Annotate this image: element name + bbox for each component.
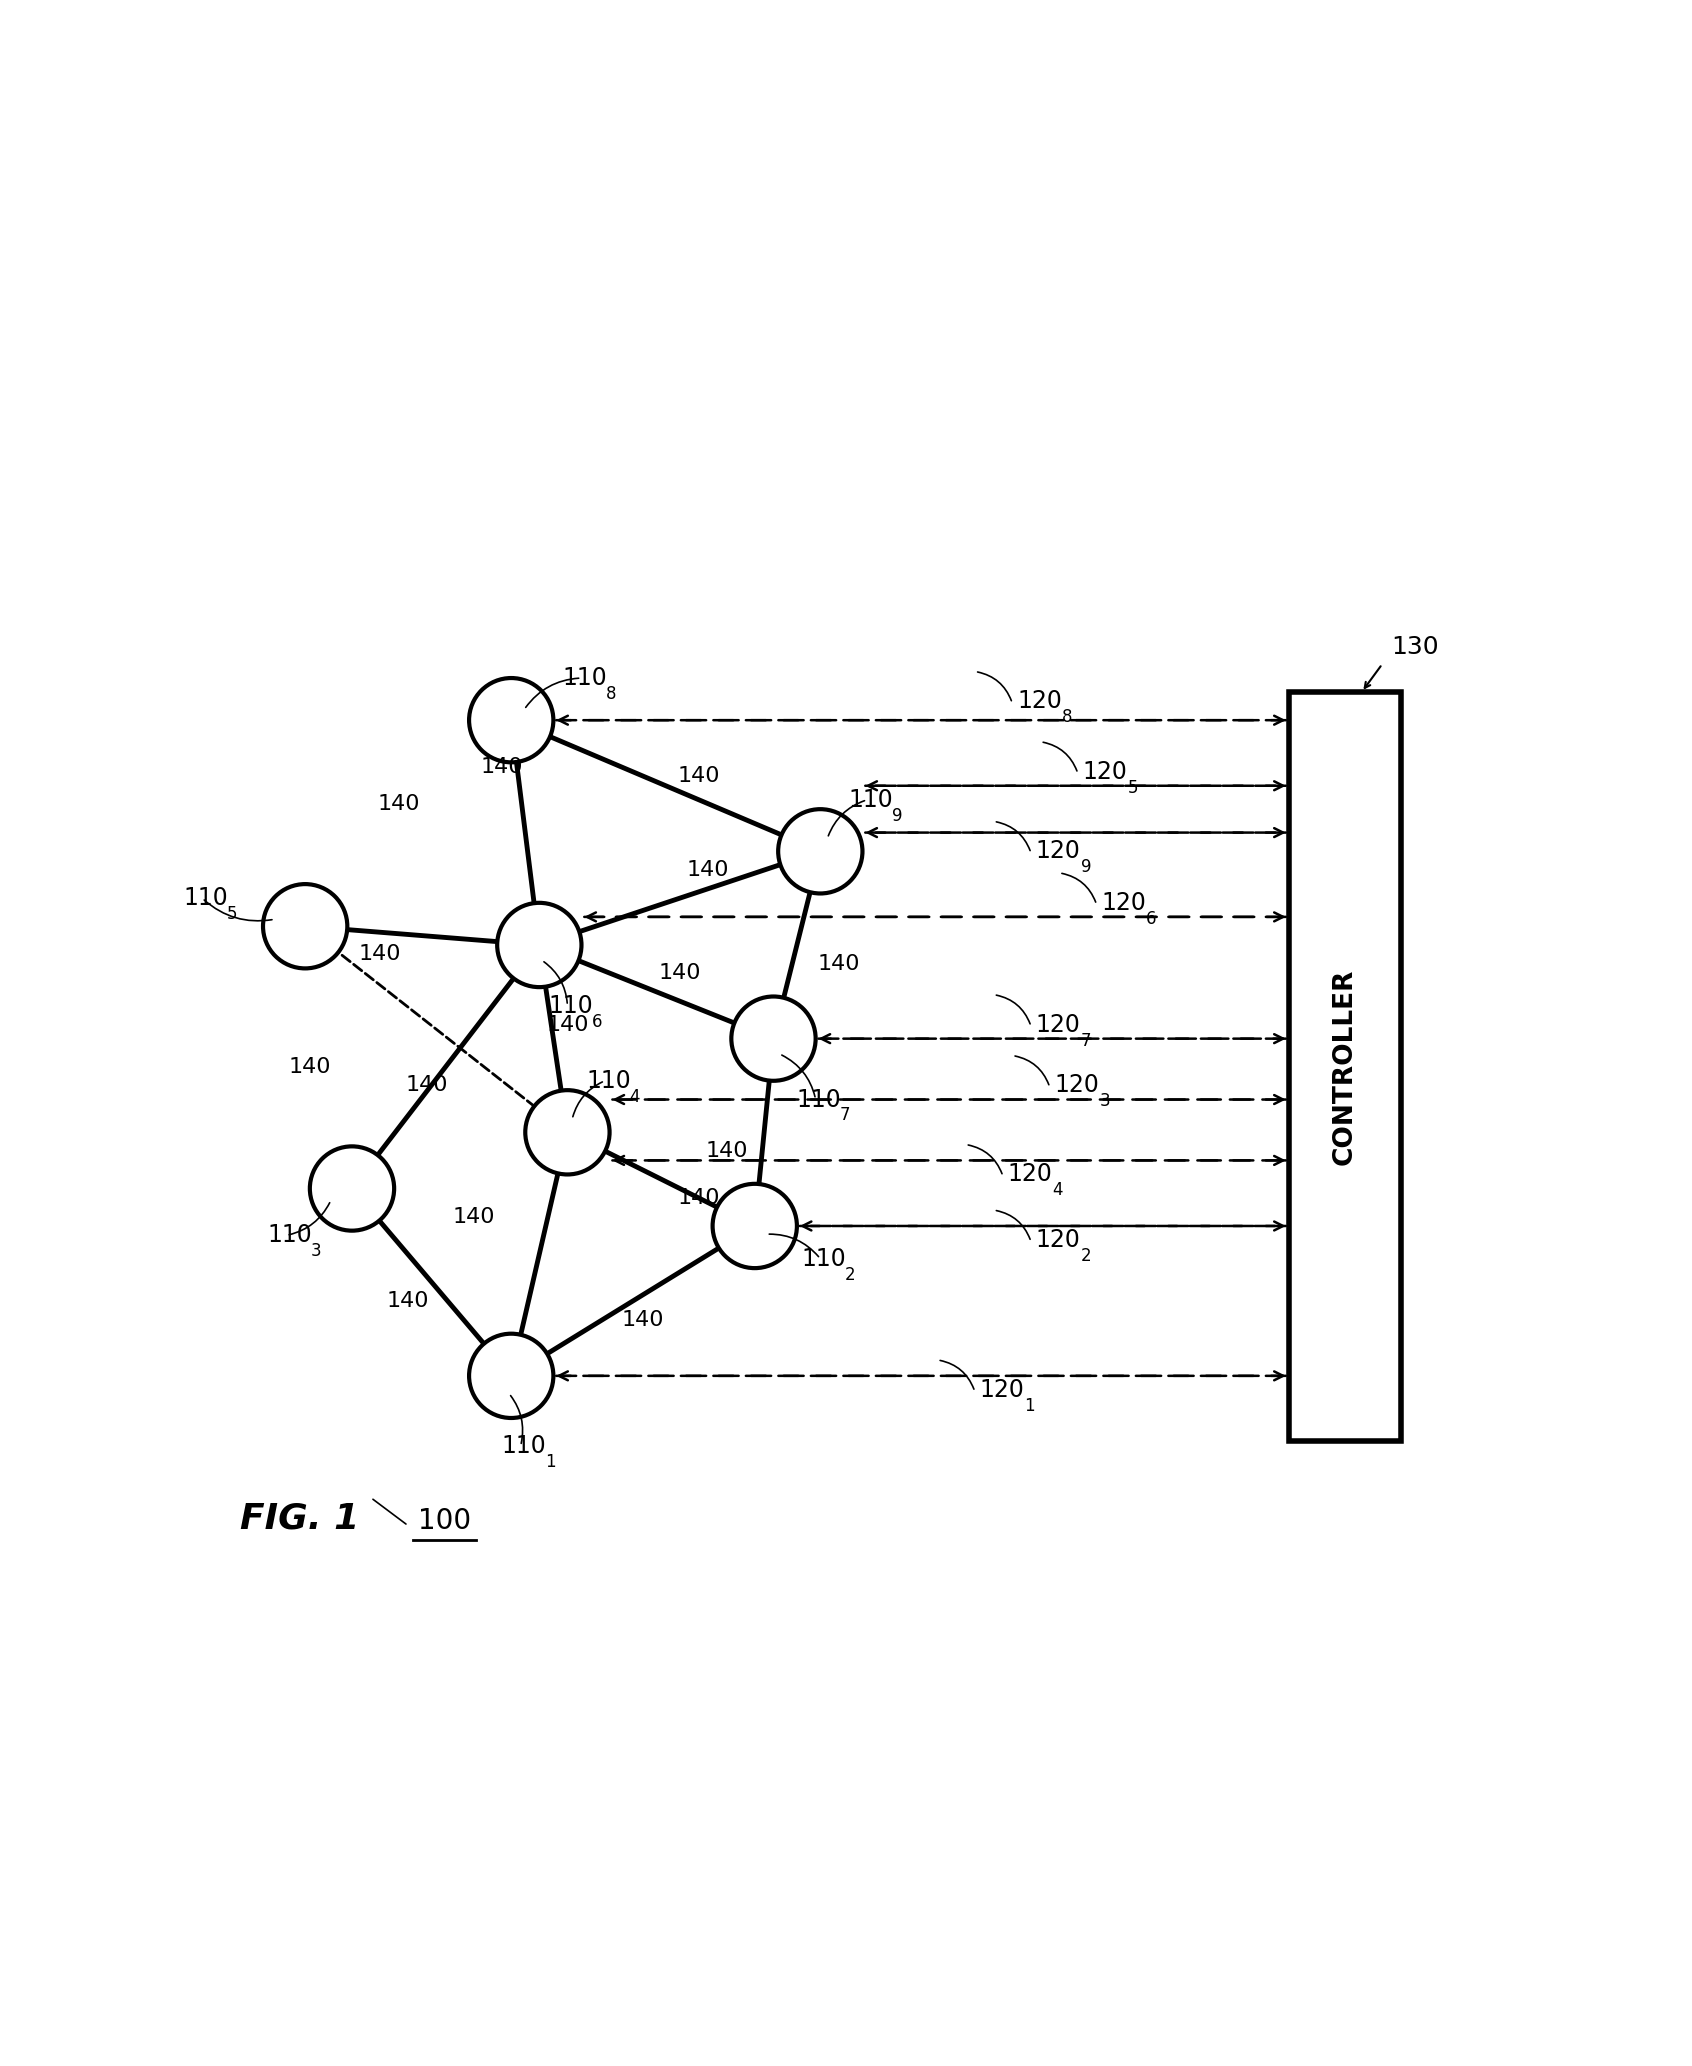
Circle shape	[469, 1335, 553, 1417]
Text: 2: 2	[844, 1266, 854, 1283]
Text: 5: 5	[1127, 779, 1139, 797]
Text: 140: 140	[377, 795, 420, 814]
Text: 4: 4	[1052, 1182, 1063, 1200]
Text: 140: 140	[387, 1291, 430, 1312]
Text: 4: 4	[629, 1087, 640, 1105]
Text: FIG. 1: FIG. 1	[240, 1502, 359, 1535]
Text: 120: 120	[980, 1378, 1024, 1403]
Circle shape	[525, 1091, 609, 1173]
Text: 110: 110	[563, 665, 607, 690]
Text: 140: 140	[547, 1014, 589, 1035]
Text: 3: 3	[1100, 1093, 1110, 1109]
Text: 5: 5	[227, 905, 237, 924]
Text: 120: 120	[1101, 890, 1145, 915]
Text: 120: 120	[1008, 1163, 1052, 1186]
Text: 7: 7	[839, 1107, 851, 1124]
Circle shape	[778, 810, 863, 893]
Text: CONTROLLER: CONTROLLER	[1332, 969, 1359, 1165]
Circle shape	[310, 1147, 394, 1231]
Text: 110: 110	[797, 1087, 841, 1112]
Text: 140: 140	[452, 1207, 496, 1227]
Bar	[1289, 692, 1401, 1442]
Circle shape	[262, 884, 347, 969]
Circle shape	[469, 678, 553, 762]
Text: 120: 120	[1054, 1074, 1100, 1097]
Text: 1: 1	[1024, 1397, 1036, 1415]
Text: 140: 140	[677, 766, 719, 787]
Circle shape	[497, 903, 582, 988]
Text: 140: 140	[289, 1056, 332, 1076]
Text: 140: 140	[481, 756, 523, 777]
Text: 140: 140	[621, 1310, 663, 1331]
Text: 8: 8	[1063, 709, 1073, 727]
Circle shape	[712, 1184, 797, 1269]
Text: 6: 6	[1145, 909, 1157, 928]
Text: 140: 140	[658, 963, 700, 983]
Text: 6: 6	[592, 1012, 602, 1031]
Text: 110: 110	[802, 1246, 846, 1271]
Text: 110: 110	[267, 1223, 313, 1248]
Text: 140: 140	[817, 954, 860, 973]
Text: 120: 120	[1036, 1012, 1081, 1037]
Text: 140: 140	[359, 944, 401, 965]
Text: 9: 9	[892, 806, 902, 824]
Text: 7: 7	[1081, 1031, 1091, 1050]
Text: 130: 130	[1391, 636, 1440, 659]
Text: 110: 110	[848, 787, 893, 812]
Circle shape	[731, 996, 816, 1081]
Text: 120: 120	[1036, 1227, 1081, 1252]
Text: 140: 140	[687, 859, 729, 880]
Text: 2: 2	[1081, 1248, 1091, 1264]
Text: 140: 140	[706, 1140, 748, 1161]
Text: 110: 110	[585, 1068, 631, 1093]
Text: 140: 140	[677, 1188, 719, 1209]
Text: 100: 100	[418, 1506, 470, 1535]
Text: 140: 140	[406, 1076, 448, 1095]
Text: 120: 120	[1083, 760, 1127, 783]
Text: 110: 110	[548, 994, 594, 1019]
Text: 9: 9	[1081, 857, 1091, 876]
Text: 110: 110	[183, 886, 228, 911]
Text: 110: 110	[503, 1434, 547, 1459]
Text: 8: 8	[606, 686, 616, 702]
Text: 120: 120	[1036, 839, 1081, 864]
Text: 3: 3	[311, 1242, 321, 1260]
Text: 120: 120	[1017, 690, 1063, 713]
Text: 1: 1	[545, 1452, 555, 1471]
